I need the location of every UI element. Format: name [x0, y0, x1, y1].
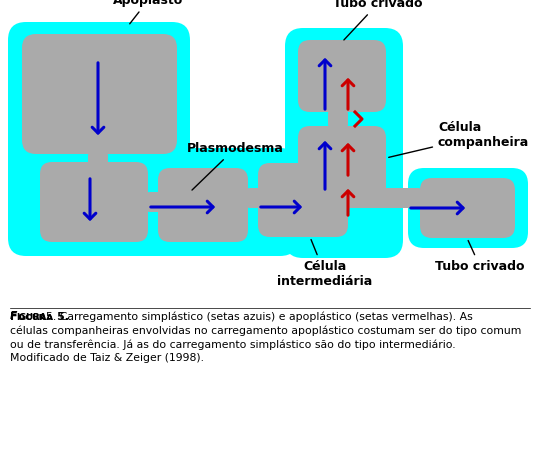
- Text: Modificado de Taiz & Zeiger (1998).: Modificado de Taiz & Zeiger (1998).: [10, 353, 204, 363]
- Text: Tubo crivado: Tubo crivado: [333, 0, 423, 40]
- Text: ou de transferência. Já as do carregamento simplástico são do tipo intermediário: ou de transferência. Já as do carregamen…: [10, 339, 456, 349]
- FancyBboxPatch shape: [420, 178, 515, 238]
- Text: Fᴏᴄᴜʀᴀ 5.: Fᴏᴄᴜʀᴀ 5.: [10, 312, 69, 322]
- Text: F: F: [10, 311, 17, 321]
- Text: Apoplasto: Apoplasto: [113, 0, 183, 24]
- Text: células companheiras envolvidas no carregamento apoplástico costumam ser do tipo: células companheiras envolvidas no carre…: [10, 325, 522, 336]
- FancyBboxPatch shape: [285, 28, 403, 258]
- FancyBboxPatch shape: [22, 34, 177, 154]
- FancyBboxPatch shape: [88, 152, 108, 166]
- FancyBboxPatch shape: [8, 148, 298, 256]
- Text: Célula
companheira: Célula companheira: [389, 121, 529, 158]
- Text: Tubo crivado: Tubo crivado: [435, 240, 525, 273]
- FancyBboxPatch shape: [40, 162, 148, 242]
- Text: Célula
intermediária: Célula intermediária: [278, 240, 373, 288]
- FancyBboxPatch shape: [298, 126, 386, 201]
- FancyBboxPatch shape: [158, 168, 248, 242]
- FancyBboxPatch shape: [298, 40, 386, 112]
- FancyBboxPatch shape: [8, 22, 190, 194]
- FancyBboxPatch shape: [258, 163, 348, 237]
- Text: Plasmodesma: Plasmodesma: [186, 142, 284, 190]
- Text: 5. Carregamento simplástico (setas azuis) e apoplástico (setas vermelhas). As: 5. Carregamento simplástico (setas azuis…: [46, 311, 472, 322]
- FancyBboxPatch shape: [346, 188, 422, 208]
- FancyBboxPatch shape: [346, 188, 362, 208]
- FancyBboxPatch shape: [408, 168, 528, 248]
- FancyBboxPatch shape: [146, 192, 162, 212]
- FancyBboxPatch shape: [328, 110, 348, 128]
- Text: IGURA: IGURA: [17, 312, 47, 322]
- FancyBboxPatch shape: [246, 188, 262, 208]
